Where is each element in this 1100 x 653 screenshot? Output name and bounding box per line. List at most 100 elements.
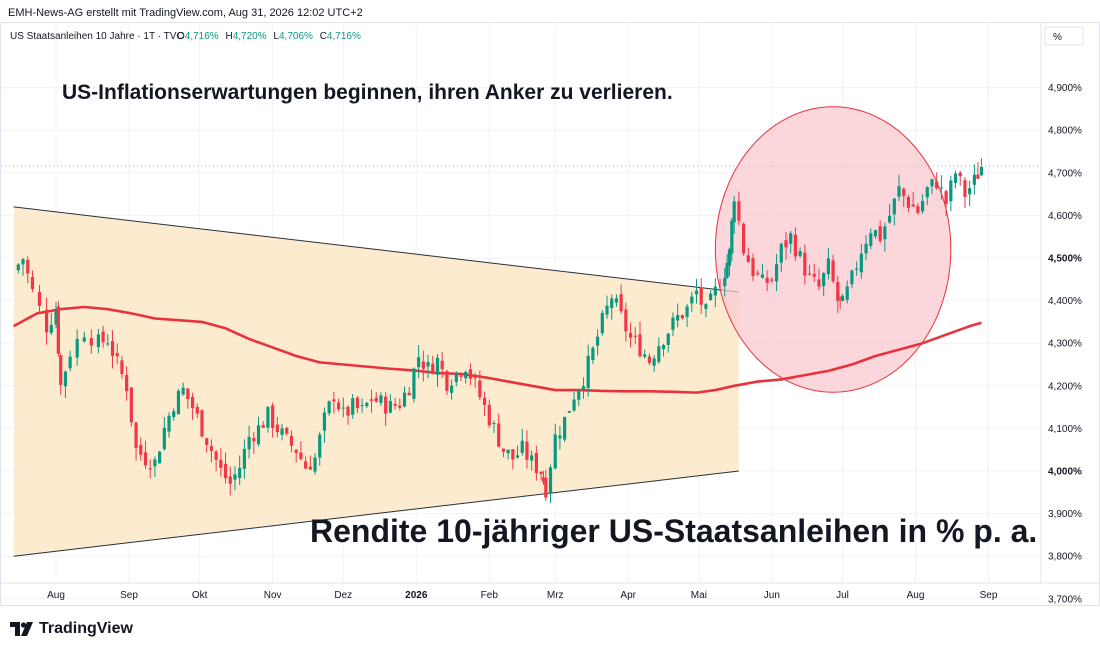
candle-body: [577, 390, 581, 400]
candle-body: [567, 411, 571, 413]
candle-body: [336, 402, 341, 410]
candle-body: [110, 341, 115, 357]
candle-body: [765, 277, 769, 283]
subtitle-annotation: Rendite 10-jähriger US-Staatsanleihen in…: [310, 513, 1037, 549]
candle-body: [972, 174, 976, 185]
candle-body: [379, 395, 383, 403]
candle-body: [633, 335, 637, 337]
candle-body: [850, 270, 854, 285]
candle-body: [530, 455, 534, 461]
candle-body: [63, 371, 68, 387]
x-tick-label: Feb: [481, 590, 499, 601]
candle-body: [619, 294, 623, 312]
candle-body: [751, 258, 755, 277]
candle-body: [553, 434, 557, 469]
candle-body: [412, 368, 416, 399]
candle-body: [37, 291, 42, 306]
candle-body: [572, 399, 576, 411]
candle-body: [21, 259, 25, 265]
candle-body: [911, 204, 915, 207]
candle-body: [195, 406, 199, 414]
candle-body: [101, 331, 105, 343]
candle-body: [304, 461, 308, 469]
candle-body: [454, 372, 458, 383]
candle-body: [134, 422, 138, 449]
candle-body: [770, 279, 774, 281]
candle-body: [713, 286, 717, 296]
candle-body: [638, 334, 642, 357]
candle-body: [558, 435, 562, 439]
y-tick-label: 4,000%: [1048, 467, 1082, 478]
x-tick-label: Mrz: [547, 590, 564, 601]
candle-body: [186, 388, 190, 400]
candle-body: [176, 390, 181, 415]
candle-body: [426, 362, 430, 367]
candle-body: [916, 206, 920, 213]
candle-body: [129, 387, 133, 423]
candle-body: [407, 392, 411, 396]
candle-body: [374, 397, 378, 402]
candle-body: [643, 354, 647, 357]
candle-body: [676, 315, 680, 321]
scale-mode-button[interactable]: %: [1044, 26, 1084, 46]
candle-body: [892, 198, 896, 215]
candle-body: [96, 334, 100, 347]
legend-ohlc: O4,716% H4,720% L4,706% C4,716%: [177, 31, 361, 42]
candle-body: [789, 233, 793, 244]
candle-body: [534, 452, 538, 474]
candle-body: [369, 399, 374, 401]
y-tick-label: 4,800%: [1048, 126, 1082, 137]
candle-body: [238, 467, 242, 479]
candle-body: [445, 371, 449, 391]
candle-body: [219, 459, 223, 468]
candle-body: [365, 402, 369, 407]
candle-body: [963, 180, 967, 198]
candle-body: [544, 477, 548, 498]
candle-body: [869, 233, 873, 246]
y-tick-label: 4,100%: [1048, 424, 1082, 435]
x-tick-label: Okt: [192, 590, 208, 601]
chart-area[interactable]: 4,900% 4,800% 4,700% 4,600% 4,500% 4,400% 4,30…: [0, 22, 1100, 606]
candlestick-series: [16, 158, 984, 503]
candle-body: [661, 345, 666, 350]
candle-body: [883, 226, 887, 240]
tradingview-logo[interactable]: TradingView: [10, 620, 133, 638]
candle-body: [878, 226, 882, 242]
candle-body: [30, 276, 35, 290]
y-tick-label: 4,200%: [1048, 381, 1082, 392]
y-tick-label: 3,900%: [1048, 509, 1082, 520]
y-tick-label: 3,700%: [1048, 594, 1082, 605]
candle-body: [280, 428, 284, 435]
moving-average-path: [12, 305, 982, 394]
candle-body: [308, 466, 312, 470]
candle-body: [341, 407, 345, 409]
x-axis: Aug Sep Okt Nov Dez 2026 Feb Mrz Apr Mai Jun Jul Aug…: [1, 582, 1099, 601]
chart-canvas[interactable]: 4,900% 4,800% 4,700% 4,600% 4,500% 4,400% 4,30…: [1, 23, 1099, 605]
candle-body: [864, 243, 868, 254]
candle-body: [54, 310, 58, 325]
candle-body: [68, 356, 72, 369]
scale-mode-label[interactable]: %: [1053, 32, 1062, 43]
candle-body: [563, 416, 567, 440]
x-tick-label: Jun: [764, 590, 780, 601]
candle-body: [647, 356, 652, 363]
candle-body: [930, 179, 934, 187]
candle-body: [548, 467, 553, 494]
triangle-fill: [13, 206, 739, 557]
candle-body: [49, 324, 53, 333]
candle-body: [120, 360, 124, 375]
candle-body: [628, 332, 633, 338]
candle-body: [501, 448, 506, 452]
legend-symbol: US Staatsanleihen 10 Jahre · 1T · TVC: [10, 31, 184, 42]
candle-body: [256, 425, 261, 445]
x-tick-label: Aug: [907, 590, 925, 601]
candle-body: [737, 201, 741, 221]
candle-body: [478, 380, 482, 398]
candle-body: [958, 172, 962, 177]
candle-body: [285, 427, 289, 434]
candle-body: [859, 253, 863, 273]
tradingview-logo-text: TradingView: [39, 620, 133, 637]
headline-annotation: US-Inflationserwartungen beginnen, ihren…: [62, 81, 673, 104]
candle-body: [468, 369, 473, 379]
candle-body: [402, 392, 407, 407]
